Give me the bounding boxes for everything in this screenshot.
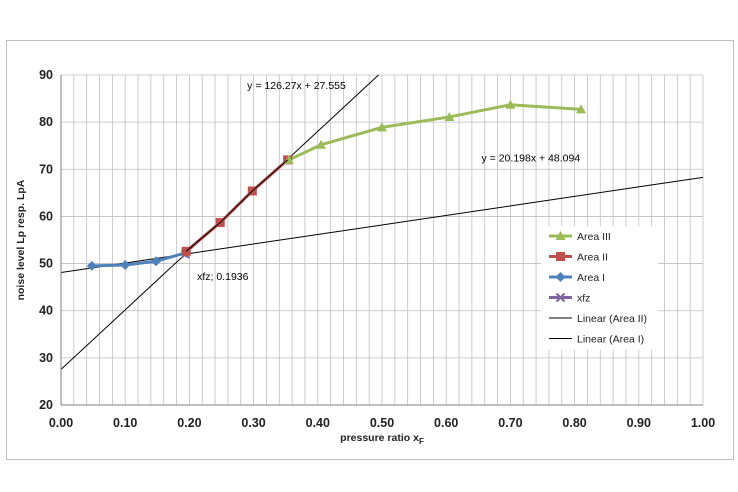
trendline-linear-area-ii xyxy=(61,75,380,370)
x-tick-label: 1.00 xyxy=(691,416,715,430)
x-axis-title-subscript: F xyxy=(419,437,424,446)
x-tick-label: 0.80 xyxy=(562,416,586,430)
legend-label: Area II xyxy=(577,252,608,264)
x-tick-label: 0.60 xyxy=(434,416,458,430)
x-axis-title-main: pressure ratio x xyxy=(340,432,419,444)
x-tick-label: 0.30 xyxy=(241,416,265,430)
x-axis-title: pressure ratio xF xyxy=(340,432,424,446)
y-tick-label: 90 xyxy=(39,68,53,82)
annotation-eq2: y = 126.27x + 27.555 xyxy=(247,80,346,92)
legend-label: xfz xyxy=(577,293,590,305)
tick-labels: 0.00 0.10 0.20 0.30 0.40 0.50 0.60 0.70 0.80 0.90… xyxy=(39,68,715,430)
data-point-area-iii xyxy=(444,111,455,121)
series xyxy=(86,99,587,271)
annotation-eq1: y = 20.198x + 48.094 xyxy=(482,153,581,165)
x-tick-label: 0.90 xyxy=(627,416,651,430)
series-line-area-ii-overlay xyxy=(185,159,288,252)
data-point-area-iii xyxy=(283,154,294,164)
legend-marker xyxy=(555,272,566,282)
y-tick-label: 80 xyxy=(39,115,53,129)
y-tick-label: 50 xyxy=(39,257,53,271)
legend-marker xyxy=(555,292,566,303)
data-point-area-iii xyxy=(377,122,387,132)
data-point-area-i xyxy=(151,256,162,267)
legend-label: Linear (Area I) xyxy=(577,334,644,346)
x-tick-label: 0.00 xyxy=(49,416,73,430)
y-tick-label: 20 xyxy=(39,398,53,412)
x-tick-label: 0.10 xyxy=(113,416,137,430)
y-tick-label: 40 xyxy=(39,304,53,318)
x-tick-label: 0.40 xyxy=(306,416,330,430)
y-tick-label: 30 xyxy=(39,351,53,365)
legend-item-xfz: xfz xyxy=(549,293,590,305)
legend-marker xyxy=(555,231,566,240)
legend-label: Area I xyxy=(577,272,605,284)
series-line-area-i xyxy=(91,251,187,268)
legend-label: Area III xyxy=(577,231,611,243)
data-point-area-iii xyxy=(576,104,587,114)
legend-item-area-i: Area I xyxy=(549,272,605,284)
x-tick-label: 0.70 xyxy=(498,416,522,430)
x-tick-label: 0.20 xyxy=(177,416,201,430)
y-axis-title: noise level Lp resp. LpA xyxy=(15,179,27,300)
data-point-area-i xyxy=(86,260,97,271)
legend-item-area-iii: Area III xyxy=(549,231,611,243)
y-tick-label: 70 xyxy=(39,162,53,176)
annotation-xfz: xfz; 0.1936 xyxy=(197,271,249,283)
data-point-area-iii xyxy=(505,99,516,109)
axes xyxy=(60,75,703,406)
legend-box xyxy=(541,226,658,350)
legend-label: Linear (Area II) xyxy=(577,313,647,325)
series-line-area-iii xyxy=(288,103,582,162)
legend: Area III Area II Area I xfz Linear (Area II)… xyxy=(541,226,658,350)
legend-item-linear-area-i: Linear (Area I) xyxy=(549,334,644,346)
annotations: y = 126.27x + 27.555 y = 20.198x + 48.094… xyxy=(197,80,580,283)
legend-item-area-ii: Area II xyxy=(549,252,608,264)
legend-item-linear-area-ii: Linear (Area II) xyxy=(549,313,647,325)
legend-marker xyxy=(556,252,565,261)
x-tick-label: 0.50 xyxy=(370,416,394,430)
y-tick-label: 60 xyxy=(39,209,53,223)
data-point-area-i xyxy=(120,259,131,270)
data-point-area-iii xyxy=(316,139,327,149)
